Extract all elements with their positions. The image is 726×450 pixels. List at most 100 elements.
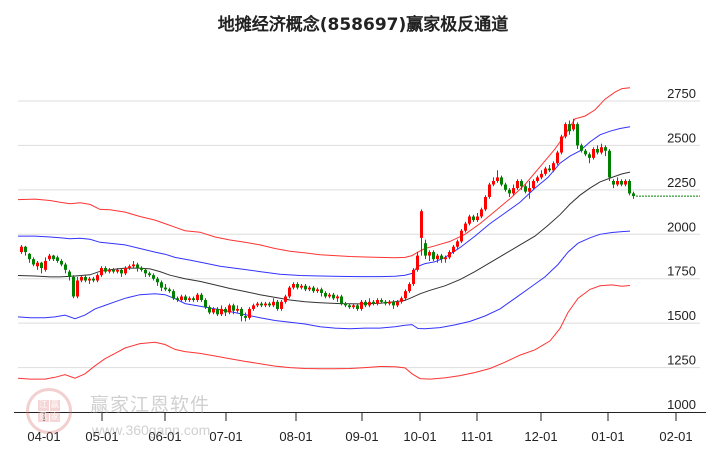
candle-body: [240, 308, 243, 317]
candle-body: [20, 246, 23, 253]
candle-body: [456, 241, 459, 247]
candle-body: [184, 296, 187, 301]
candle-body: [28, 253, 31, 260]
candle-body: [328, 294, 331, 297]
candle-body: [444, 257, 447, 260]
candle-body: [508, 189, 511, 194]
y-tick-label: 1500: [667, 308, 696, 323]
candle-body: [520, 180, 523, 187]
candle-body: [288, 287, 291, 297]
candle-body: [576, 124, 579, 146]
candle-body: [304, 285, 307, 290]
candle-body: [32, 259, 35, 265]
candle-body: [360, 301, 363, 309]
candle-body: [512, 188, 515, 194]
candle-body: [348, 305, 351, 308]
y-tick-label: 1250: [667, 353, 696, 368]
candle-body: [284, 296, 287, 302]
candle-body: [24, 246, 27, 253]
x-tick-label: 06-01: [148, 429, 181, 444]
candle-body: [308, 287, 311, 290]
candle-body: [368, 301, 371, 306]
candle-body: [176, 298, 179, 301]
candle-body: [316, 289, 319, 292]
y-tick-label: 1000: [667, 397, 696, 412]
candle-body: [464, 223, 467, 231]
candle-body: [320, 289, 323, 293]
candle-body: [340, 296, 343, 304]
candle-body: [296, 284, 299, 288]
candle-body: [124, 268, 127, 274]
candle-body: [372, 301, 375, 304]
candle-body: [616, 180, 619, 185]
candle-body: [628, 180, 631, 194]
chart-title: 地摊经济概念(858697)赢家极反通道: [217, 15, 509, 35]
candle-body: [60, 260, 63, 265]
candle-body: [132, 264, 135, 267]
lower-inner-band: [17, 230, 631, 330]
candle-body: [344, 303, 347, 306]
watermark-logo-icon: 江 赢 恩 家: [26, 388, 72, 434]
candle-body: [88, 278, 91, 281]
watermark-brand: 赢家江恩软件: [90, 394, 211, 416]
y-tick-label: 2250: [667, 175, 696, 190]
candle-body: [332, 294, 335, 299]
candle-body: [500, 177, 503, 185]
x-tick-label: 05-01: [85, 429, 118, 444]
candle-body: [100, 268, 103, 276]
candle-body: [496, 177, 499, 181]
candle-body: [356, 305, 359, 309]
candle-body: [268, 303, 271, 306]
candle-body: [400, 298, 403, 302]
candle-body: [588, 154, 591, 158]
y-tick-label: 2500: [667, 130, 696, 145]
candle-body: [204, 300, 207, 308]
candle-body: [592, 148, 595, 158]
candle-body: [96, 275, 99, 281]
candle-body: [248, 308, 251, 318]
candle-body: [120, 269, 123, 274]
candle-body: [264, 303, 267, 306]
candle-body: [232, 305, 235, 311]
x-tick-label: 09-01: [345, 429, 378, 444]
candle-body: [216, 308, 219, 315]
candle-body: [128, 266, 131, 269]
candle-body: [524, 186, 527, 192]
mid-line: [17, 171, 631, 305]
candle-body: [212, 308, 215, 313]
candle-body: [436, 255, 439, 260]
candle-body: [260, 303, 263, 306]
candle-body: [68, 271, 71, 277]
candle-body: [584, 150, 587, 155]
upper-outer-band: [17, 87, 631, 259]
candle-body: [392, 301, 395, 306]
candle-body: [108, 269, 111, 272]
candle-body: [224, 308, 227, 313]
candle-body: [324, 292, 327, 297]
candle-body: [80, 276, 83, 281]
candle-body: [600, 147, 603, 153]
x-tick-label: 12-01: [524, 429, 557, 444]
candle-body: [440, 255, 443, 260]
candle-body: [252, 305, 255, 309]
candle-body: [488, 184, 491, 197]
watermark-logo-char: 恩: [38, 411, 49, 422]
candle-body: [480, 209, 483, 217]
candle-body: [208, 307, 211, 313]
candle-body: [612, 180, 615, 185]
candle-body: [536, 177, 539, 181]
candle-body: [64, 264, 67, 270]
candle-body: [432, 252, 435, 260]
candle-body: [148, 273, 151, 276]
candle-body: [156, 278, 159, 283]
candle-body: [164, 287, 167, 290]
candle-body: [448, 252, 451, 258]
candle-body: [144, 269, 147, 274]
candle-body: [104, 268, 107, 272]
candle-body: [388, 301, 391, 304]
candle-body: [244, 316, 247, 318]
candle-body: [468, 216, 471, 224]
candle-body: [36, 262, 39, 267]
x-tick-label: 07-01: [209, 429, 242, 444]
candle-body: [484, 196, 487, 210]
